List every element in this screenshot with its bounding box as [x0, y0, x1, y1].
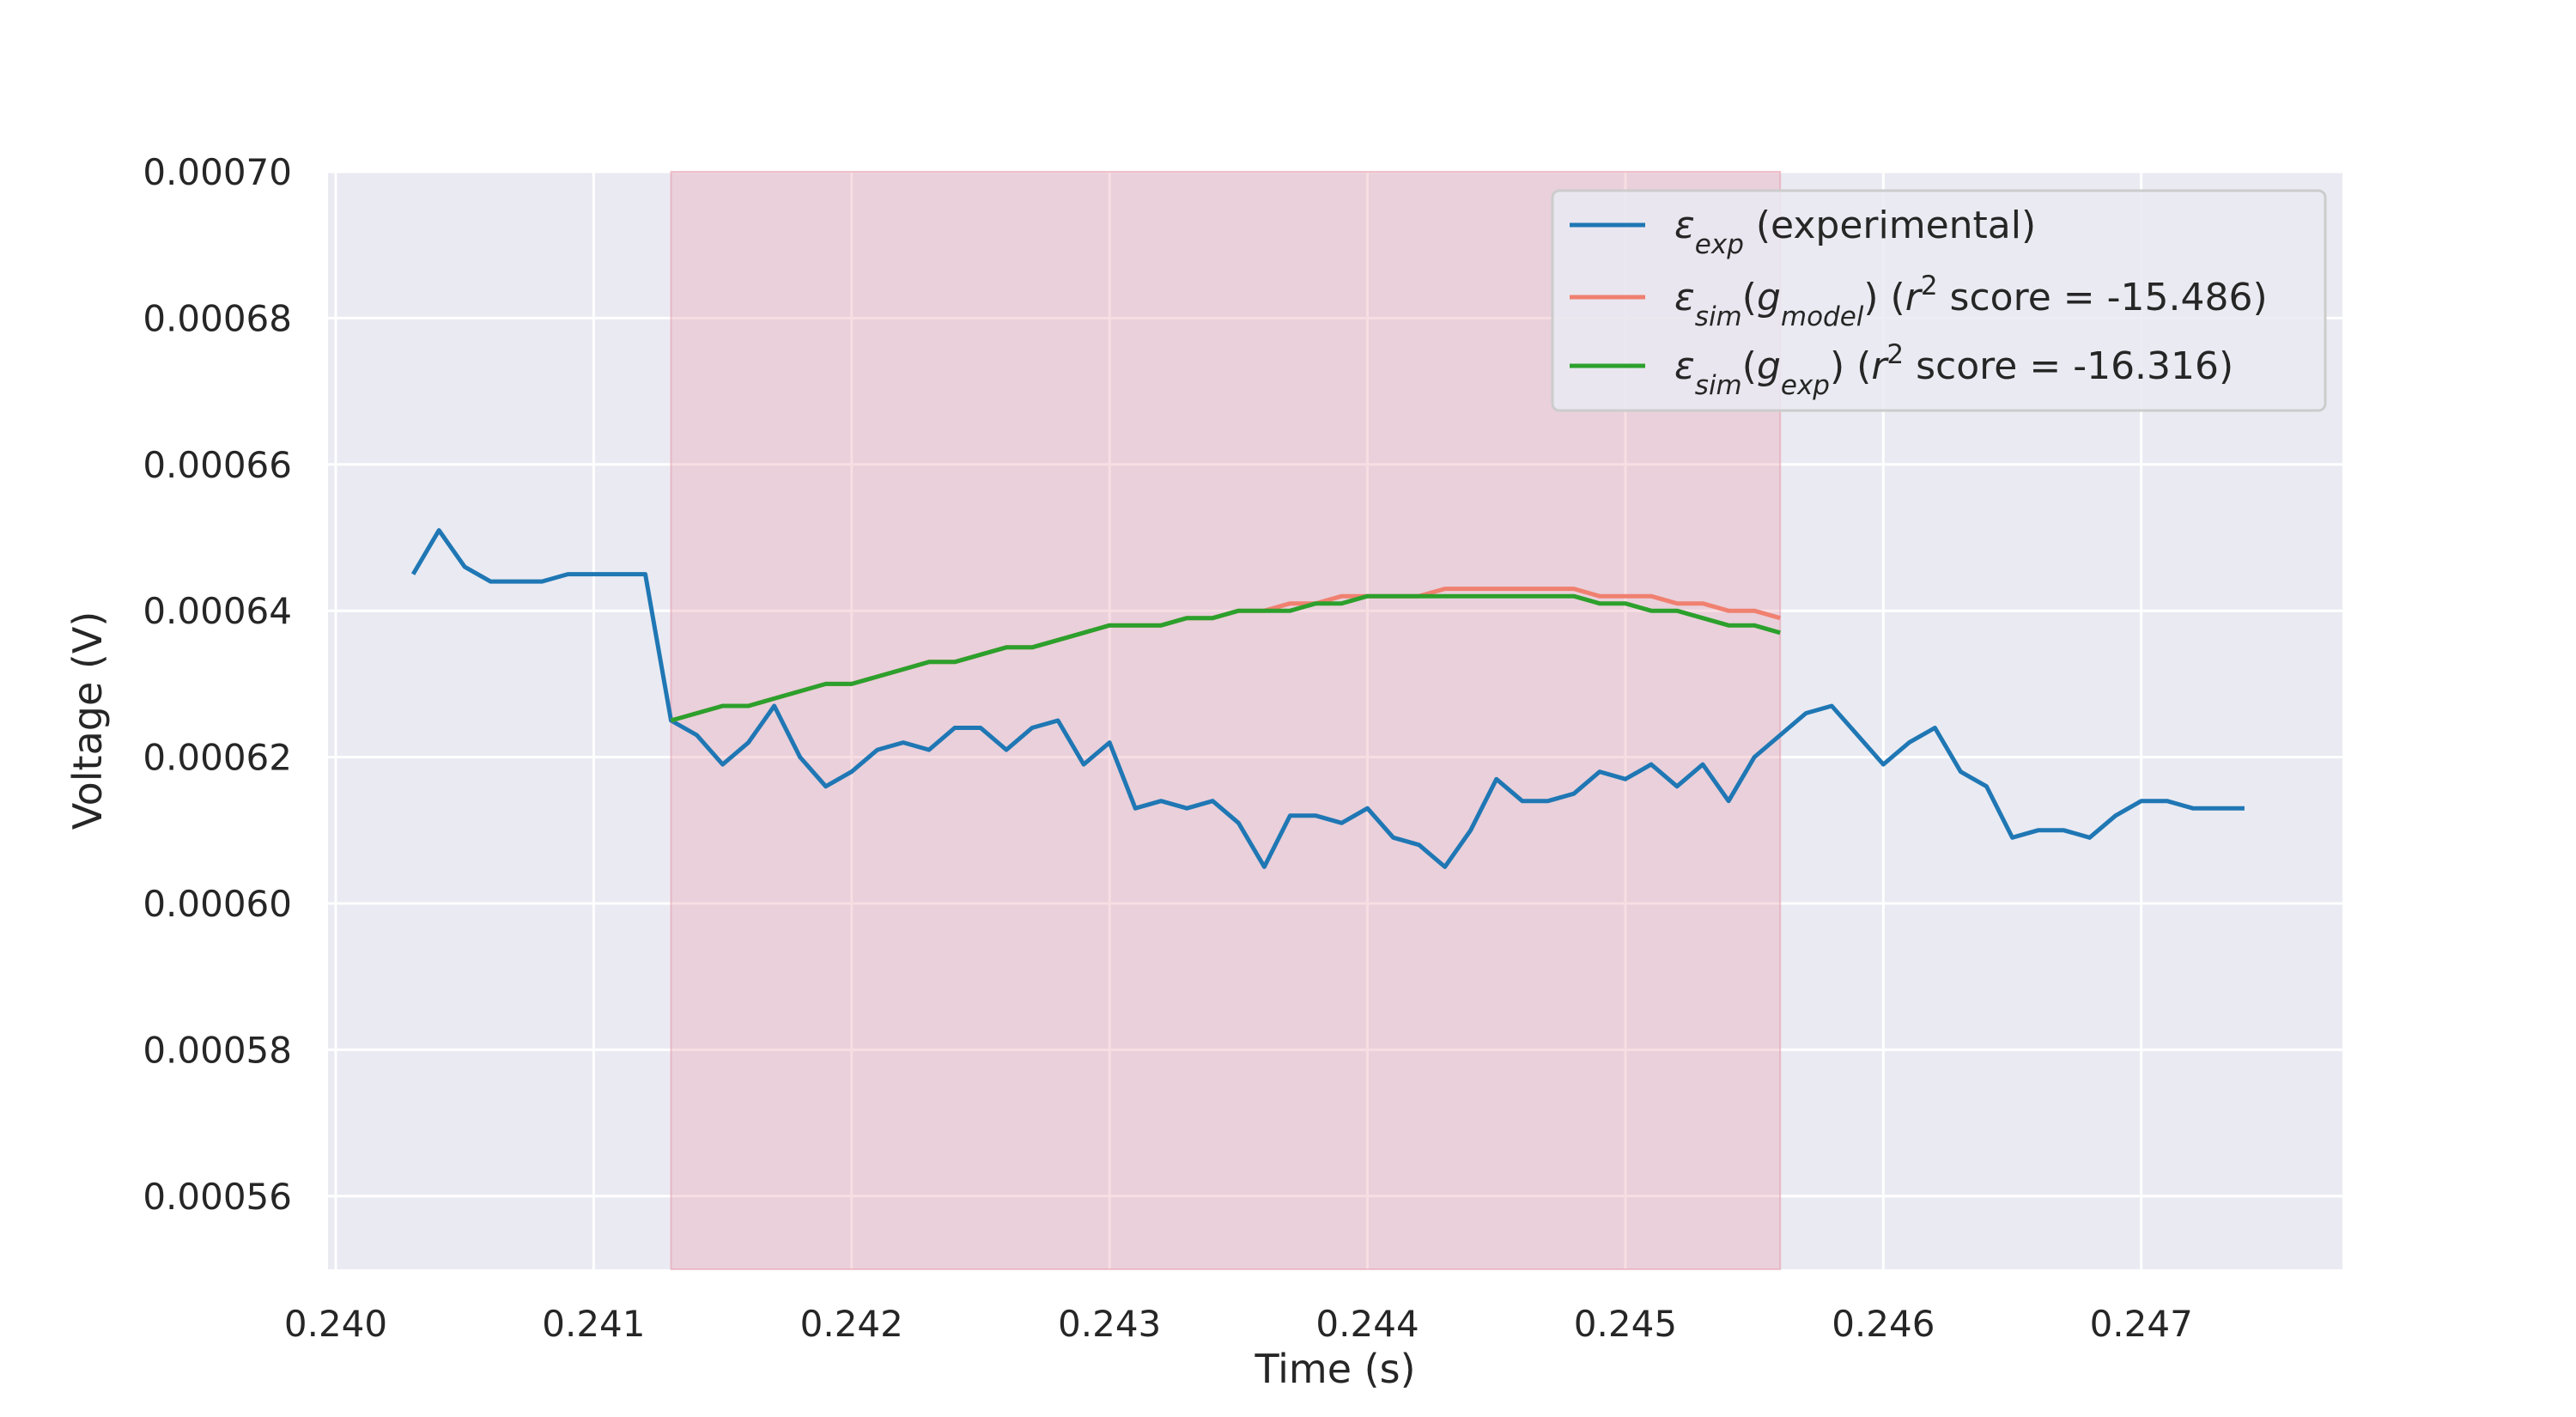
x-tick-label: 0.245: [1574, 1303, 1677, 1345]
legend-label-1: εexp (experimental): [1674, 204, 2036, 260]
series-line-1: [410, 528, 2245, 869]
y-tick-label: 0.00066: [143, 444, 292, 486]
tick-labels: 0.240 0.241 0.242 0.243 0.244 0.245 0.246 0.247…: [143, 151, 2193, 1345]
x-tick-label: 0.246: [1832, 1303, 1935, 1345]
y-tick-label: 0.00064: [143, 590, 292, 632]
legend-label-2: εsim(gmodel) (r2 score = -15.486): [1674, 271, 2268, 332]
y-axis-label: Voltage (V): [64, 611, 111, 830]
y-tick-label: 0.00068: [143, 297, 292, 339]
x-tick-label: 0.243: [1058, 1303, 1161, 1345]
legend: εexp (experimental) εsim(gmodel) (r2 scor…: [1551, 189, 2327, 412]
series-line-3: [670, 593, 1781, 723]
y-tick-label: 0.00058: [143, 1029, 292, 1071]
y-tick-label: 0.00070: [143, 151, 292, 193]
legend-label-3: εsim(gexp) (r2 score = -16.316): [1674, 339, 2233, 401]
x-tick-label: 0.247: [2090, 1303, 2193, 1345]
y-tick-label: 0.00056: [143, 1176, 292, 1218]
x-tick-label: 0.244: [1315, 1303, 1419, 1345]
y-tick-label: 0.00062: [143, 737, 292, 779]
y-tick-label: 0.00060: [143, 883, 292, 925]
legend-box: [1551, 189, 2327, 412]
x-tick-label: 0.240: [284, 1303, 387, 1345]
axes-labels: Time (s) Voltage (V): [64, 611, 1416, 1392]
x-tick-label: 0.241: [542, 1303, 645, 1345]
x-tick-label: 0.242: [800, 1303, 903, 1345]
x-axis-label: Time (s): [1254, 1346, 1415, 1392]
